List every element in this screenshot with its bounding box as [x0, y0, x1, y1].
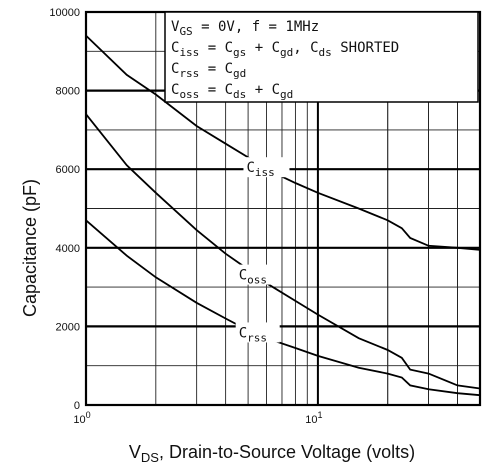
y-tick-label: 2000: [56, 321, 80, 333]
legend-entry-subscript: ds: [233, 88, 246, 101]
series-line-coss: [85, 113, 481, 390]
legend-entry-text: + C: [246, 40, 280, 56]
curve-label-subscript: oss: [247, 274, 267, 287]
legend-entry-text: , C: [293, 40, 318, 56]
x-tick-exponent: 0: [86, 410, 91, 420]
y-tick-labels: 0 2000 4000 6000 8000 10000: [49, 7, 80, 412]
curve-label-main: C: [239, 268, 247, 284]
legend-entry-text: = 0V, f = 1MHz: [193, 19, 319, 35]
legend-box: VGS = 0V, f = 1MHz Ciss = Cgs + Cgd, Cds …: [164, 11, 479, 103]
legend-frame: [164, 11, 479, 103]
legend-entry-subscript: oss: [179, 88, 199, 101]
curve-label-pad: [235, 264, 280, 285]
curve-label-pad: [243, 157, 290, 178]
x-tick-base: 10: [73, 414, 85, 426]
legend-entry-subscript: GS: [179, 25, 192, 38]
legend-entry-subscript: rss: [179, 67, 199, 80]
y-tick-label: 6000: [56, 164, 80, 176]
curve-label-coss: Coss: [239, 268, 267, 287]
legend-entry-text: SHORTED: [332, 40, 399, 56]
legend-entry-subscript: ds: [319, 46, 332, 59]
curve-label-pad: [235, 322, 280, 343]
series-line-ciss: [85, 34, 481, 251]
curve-label-main: C: [246, 160, 254, 176]
x-tick-base: 10: [305, 414, 317, 426]
legend-entry: Crss = Cgd: [171, 61, 246, 80]
series-line-crss: [85, 219, 481, 397]
x-tick-label: 101: [305, 410, 322, 426]
legend-entry-text: = C: [199, 61, 233, 77]
legend-entry-subscript: gd: [280, 46, 293, 59]
x-tick-label: 100: [73, 410, 90, 426]
curve-label-subscript: iss: [255, 166, 275, 179]
legend-entry-text: = C: [199, 82, 233, 98]
curve-label-crss: Crss: [239, 325, 267, 344]
legend-entry-subscript: gd: [280, 88, 293, 101]
x-axis-label-rest: , Drain-to-Source Voltage (volts): [159, 442, 415, 462]
x-tick-labels: 100 101: [73, 410, 322, 426]
x-axis-label-sub: DS: [141, 450, 159, 465]
y-tick-label: 4000: [56, 243, 80, 255]
x-axis-label-main: V: [129, 442, 141, 462]
legend-entry-text: + C: [246, 82, 280, 98]
legend-entry-text: C: [171, 40, 179, 56]
curve-label-ciss: Ciss: [246, 160, 274, 179]
legend-entry-text: C: [171, 61, 179, 77]
legend-entry: Ciss = Cgs + Cgd, Cds SHORTED: [171, 40, 399, 59]
y-tick-label: 8000: [56, 86, 80, 98]
curve-label-main: C: [239, 325, 247, 341]
legend-entry-subscript: gd: [233, 67, 246, 80]
x-axis-label: VDS, Drain-to-Source Voltage (volts): [129, 442, 415, 465]
y-tick-label: 0: [74, 400, 80, 412]
x-tick-exponent: 1: [318, 410, 323, 420]
legend-entry-subscript: gs: [233, 46, 246, 59]
series-lines: [85, 34, 481, 397]
legend-entry: Coss = Cds + Cgd: [171, 82, 293, 101]
curve-label-subscript: rss: [247, 331, 267, 344]
y-axis-label: Capacitance (pF): [20, 179, 40, 317]
legend-entry-text: = C: [199, 40, 233, 56]
legend-entry-subscript: iss: [179, 46, 199, 59]
y-tick-label: 10000: [49, 7, 80, 19]
legend-entry: VGS = 0V, f = 1MHz: [171, 19, 319, 38]
legend-entry-text: C: [171, 82, 179, 98]
legend-entry-text: V: [171, 19, 180, 35]
